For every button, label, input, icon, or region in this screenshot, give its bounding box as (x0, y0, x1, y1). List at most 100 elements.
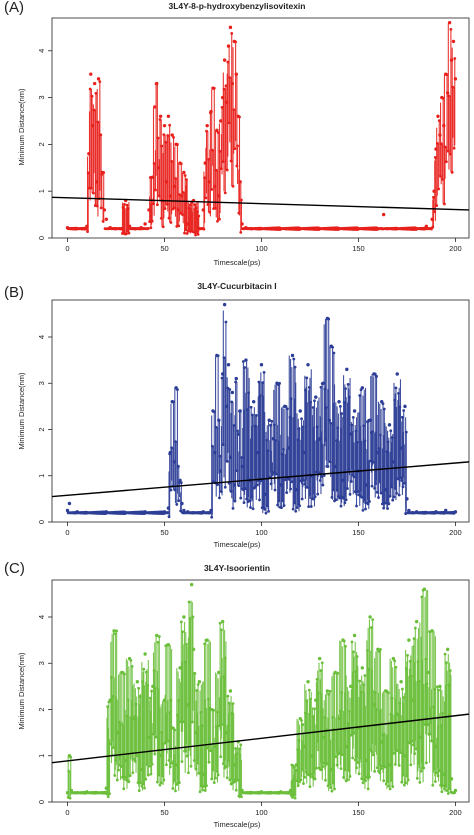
data-point (210, 515, 214, 519)
data-point (317, 656, 322, 661)
data-point (377, 650, 381, 653)
data-point (444, 661, 448, 665)
data-point (241, 360, 245, 363)
data-point (355, 504, 358, 508)
data-point (197, 680, 202, 684)
data-point (123, 775, 127, 779)
data-point (370, 750, 374, 754)
data-point (443, 145, 447, 149)
data-point (358, 679, 362, 683)
data-point (208, 749, 212, 753)
data-point (231, 506, 235, 510)
data-point (449, 777, 454, 781)
data-point (185, 754, 189, 758)
data-point (117, 768, 120, 772)
data-point (204, 196, 208, 200)
data-point (113, 632, 117, 636)
data-point (289, 487, 292, 491)
data-point (374, 482, 378, 485)
data-point (306, 363, 310, 367)
data-point (236, 778, 239, 782)
y-tick-label: 2 (37, 427, 46, 431)
data-point (65, 508, 70, 513)
data-point (360, 495, 364, 499)
chart-title: 3L4Y-Cucurbitacin I (197, 281, 276, 291)
data-point (453, 57, 457, 60)
data-point (240, 198, 243, 202)
y-tick-label: 4 (37, 335, 46, 339)
data-point (371, 753, 375, 757)
data-point (321, 483, 325, 487)
data-point (302, 478, 305, 482)
chart-title: 3L4Y-8-p-hydroxybenzylisovitexin (169, 1, 306, 11)
data-point (146, 227, 150, 230)
data-point (269, 423, 272, 427)
data-point (224, 84, 228, 88)
data-point (328, 689, 332, 693)
data-point (176, 388, 179, 391)
data-point (115, 629, 119, 633)
data-point (181, 191, 185, 194)
data-point (368, 775, 371, 779)
data-point (157, 635, 161, 638)
data-point (377, 496, 380, 499)
data-point (189, 582, 194, 587)
data-point (166, 134, 170, 137)
data-point (330, 789, 334, 793)
data-point (231, 702, 235, 706)
data-point (214, 168, 218, 172)
data-point (389, 429, 393, 433)
data-point (106, 705, 109, 709)
data-point (191, 647, 196, 652)
x-tick-label: 150 (352, 808, 365, 817)
data-point (345, 367, 349, 372)
data-point (185, 232, 189, 235)
data-point (169, 488, 173, 492)
data-point (251, 507, 255, 511)
data-point (327, 782, 331, 786)
data-point (222, 302, 227, 307)
data-point (96, 120, 100, 124)
data-point (146, 773, 150, 777)
data-point (162, 123, 167, 128)
data-point (171, 787, 175, 790)
data-point (317, 471, 321, 475)
data-point (162, 133, 166, 137)
data-point (255, 483, 259, 487)
data-point (225, 776, 229, 780)
data-point (89, 72, 93, 76)
data-point (313, 777, 317, 781)
x-axis-label: Timescale(ps) (214, 258, 261, 267)
data-point (346, 382, 350, 386)
data-point (216, 131, 220, 134)
data-point (150, 762, 154, 766)
data-point (96, 77, 101, 81)
data-point (370, 484, 374, 488)
data-point (215, 128, 219, 133)
data-point (88, 87, 92, 91)
data-point (99, 206, 103, 210)
data-point (307, 505, 311, 509)
x-tick-label: 150 (352, 244, 365, 253)
data-point (243, 366, 247, 369)
trend-line (51, 461, 470, 498)
data-point (413, 626, 417, 630)
data-point (143, 786, 146, 790)
data-point (168, 123, 172, 127)
data-point (313, 495, 317, 499)
data-point (150, 689, 153, 693)
data-point (207, 157, 210, 161)
data-point (447, 94, 451, 98)
data-point (437, 769, 441, 773)
data-point (262, 370, 266, 374)
data-point (172, 135, 175, 139)
data-point (263, 507, 267, 511)
data-point (230, 400, 234, 404)
x-tick-label: 50 (160, 528, 168, 537)
data-point (368, 615, 372, 619)
data-point (350, 423, 354, 427)
data-point (262, 505, 265, 509)
data-point (194, 233, 197, 237)
data-point (132, 757, 136, 761)
data-point (392, 751, 396, 755)
